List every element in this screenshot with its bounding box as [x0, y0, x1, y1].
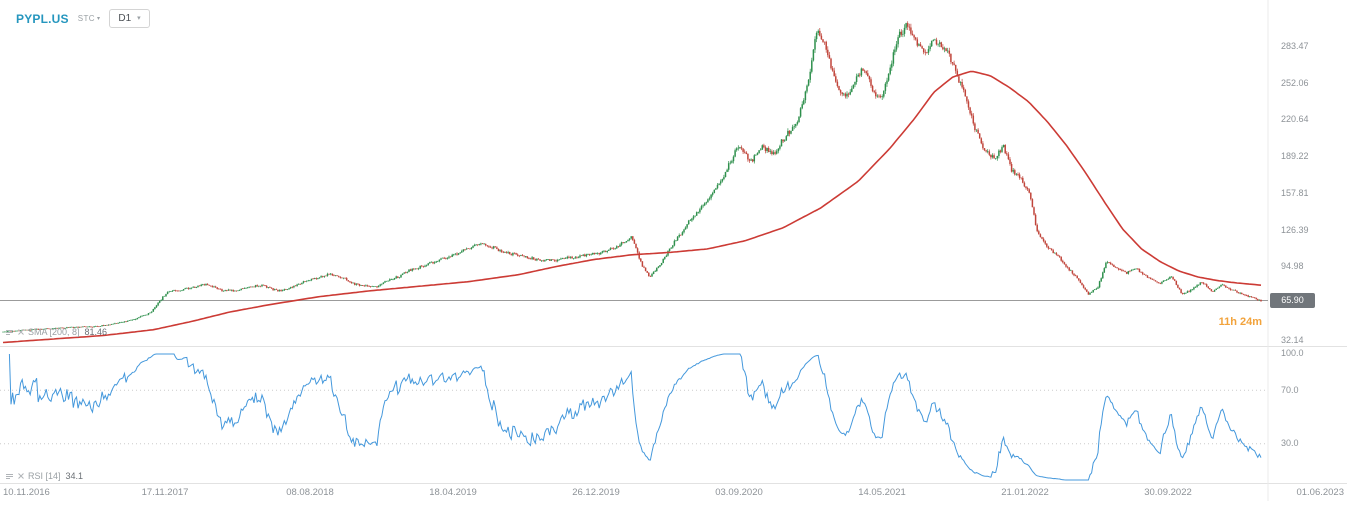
rsi-label: RSI [14]: [28, 471, 61, 481]
candle-countdown: 11h 24m: [1218, 316, 1262, 328]
timeframe-dropdown[interactable]: D1 ▾: [109, 9, 150, 28]
provider-dropdown[interactable]: STC ▾: [78, 14, 101, 23]
rsi-legend[interactable]: RSI [14] 34.1: [5, 471, 83, 481]
date-tick: 10.11.2016: [3, 487, 50, 498]
price-tick: 189.22: [1281, 151, 1309, 161]
indicator-settings-icon[interactable]: [5, 472, 14, 481]
rsi-value: 34.1: [65, 471, 84, 481]
timeframe-label: D1: [118, 13, 132, 24]
current-price-badge: 65.90: [1270, 293, 1315, 308]
price-tick: 252.06: [1281, 78, 1309, 88]
date-tick: 30.09.2022: [1144, 487, 1192, 498]
chevron-down-icon: ▾: [137, 15, 141, 22]
instrument-symbol: PYPL.US: [16, 11, 69, 26]
rsi-level-label: 30.0: [1281, 438, 1299, 448]
date-tick: 18.04.2019: [429, 487, 477, 498]
price-tick: 94.98: [1281, 261, 1304, 271]
chevron-down-icon: ▾: [96, 15, 101, 22]
date-tick: 17.11.2017: [141, 487, 189, 498]
date-tick: 03.09.2020: [715, 487, 763, 498]
date-tick: 26.12.2019: [572, 487, 620, 498]
date-tick: 14.05.2021: [858, 487, 906, 498]
price-tick: 283.47: [1281, 41, 1309, 51]
price-tick: 32.14: [1281, 335, 1304, 345]
sma-legend[interactable]: SMA [200, 8] 81.46: [5, 327, 107, 337]
indicator-remove-icon[interactable]: [17, 472, 25, 480]
price-tick: 220.64: [1281, 114, 1309, 124]
price-tick: 126.39: [1281, 225, 1309, 235]
date-tick: 21.01.2022: [1001, 487, 1049, 498]
sma-label: SMA [200, 8]: [28, 327, 80, 337]
price-tick: 157.81: [1281, 188, 1309, 198]
chart-header: PYPL.US STC ▾ D1 ▾: [16, 9, 150, 28]
date-tick: 08.08.2018: [286, 487, 334, 498]
indicator-settings-icon[interactable]: [5, 328, 14, 337]
sma-value: 81.46: [84, 327, 108, 337]
date-tick: 01.06.2023: [1296, 487, 1344, 498]
indicator-remove-icon[interactable]: [17, 328, 25, 336]
provider-label: STC: [77, 14, 95, 23]
rsi-level-label: 70.0: [1281, 385, 1299, 395]
rsi-level-label: 100.0: [1281, 348, 1304, 358]
